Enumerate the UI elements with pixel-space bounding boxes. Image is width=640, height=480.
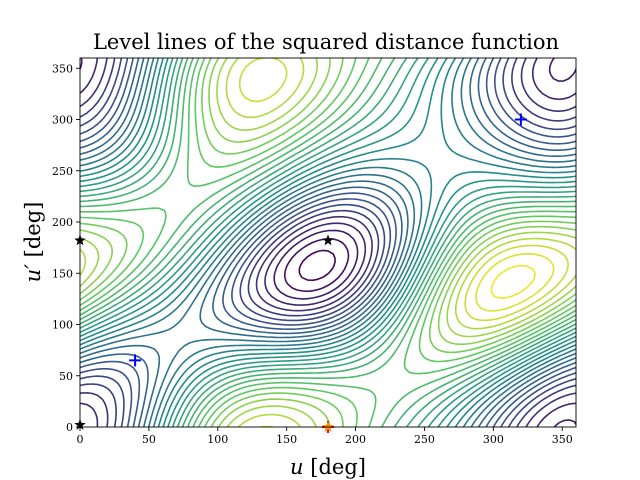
contour-level [80,58,576,427]
x-axis-unit: [deg] [304,455,366,479]
contour-level [475,253,555,312]
contour-level [80,58,576,427]
x-tick-label: 50 [142,433,156,446]
plot-frame [79,57,577,428]
y-axis-ticks: 0 50 100 150 200 250 300 350 [52,62,80,434]
y-tick-label: 250 [52,165,73,178]
saddle-marker [322,234,334,246]
x-axis-symbol: u [290,455,304,479]
contour-level [80,58,576,427]
y-tick-label: 150 [52,267,73,280]
contour-level [80,58,576,427]
contour-level [80,58,576,427]
maximum-marker [322,421,334,432]
y-axis-unit: [deg] [21,202,45,264]
contour-lines [80,58,576,427]
contour-level [80,58,576,427]
y-tick-label: 200 [52,216,73,229]
minimum-marker [514,113,527,126]
minimum-marker [129,354,142,367]
y-tick-label: 50 [59,370,73,383]
contour-level [80,58,576,427]
contour-level [80,58,576,427]
y-tick-label: 350 [52,62,73,75]
y-axis-symbol: u′ [21,264,45,283]
x-tick-label: 300 [483,433,504,446]
contour-level [80,58,576,427]
contour-level [284,238,350,293]
y-tick-label: 100 [52,319,73,332]
contour-level [298,249,336,282]
x-tick-label: 0 [77,433,84,446]
contour-level [80,58,576,427]
x-axis-ticks: 0 50 100 150 200 250 300 350 [77,427,573,446]
y-tick-label: 300 [52,114,73,127]
x-tick-label: 150 [276,433,297,446]
x-tick-label: 350 [552,433,573,446]
chart-title: Level lines of the squared distance func… [93,30,559,54]
contour-level [490,264,536,299]
contour-level [80,58,576,427]
y-tick-label: 0 [66,421,73,434]
contour-level [80,58,576,427]
contour-level [238,58,569,427]
y-axis-label: u′ [deg] [21,202,45,283]
contour-level [80,58,576,427]
contour-level [80,58,576,427]
contour-level [80,58,576,427]
contour-level [80,58,576,427]
contour-level [80,58,576,427]
x-tick-label: 200 [345,433,366,446]
critical-point-markers [74,113,527,433]
contour-level [80,58,576,427]
x-axis-label: u [deg] [290,455,366,479]
contour-level [80,58,576,427]
contour-level [80,58,576,427]
contour-level [80,58,576,427]
x-tick-label: 250 [414,433,435,446]
contour-level [80,58,576,427]
x-tick-label: 100 [207,433,228,446]
contour-level [80,58,576,427]
contour-level [80,58,576,427]
